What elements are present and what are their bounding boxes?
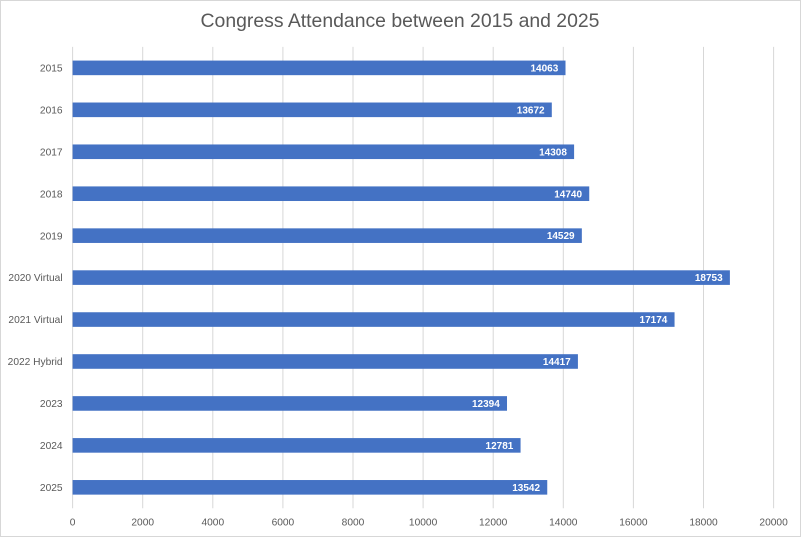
svg-text:14417: 14417 bbox=[543, 357, 571, 368]
svg-text:2020 Virtual: 2020 Virtual bbox=[8, 273, 62, 284]
svg-text:18000: 18000 bbox=[689, 518, 718, 529]
svg-text:20000: 20000 bbox=[759, 518, 788, 529]
svg-text:18753: 18753 bbox=[695, 273, 723, 284]
svg-text:2016: 2016 bbox=[40, 105, 63, 116]
svg-text:2019: 2019 bbox=[40, 231, 63, 242]
svg-text:2022 Hybrid: 2022 Hybrid bbox=[8, 357, 63, 368]
svg-text:Congress Attendance between 20: Congress Attendance between 2015 and 202… bbox=[201, 10, 600, 32]
svg-text:12781: 12781 bbox=[486, 441, 514, 452]
svg-text:4000: 4000 bbox=[201, 518, 224, 529]
svg-text:2000: 2000 bbox=[131, 518, 154, 529]
svg-text:14063: 14063 bbox=[530, 63, 558, 74]
svg-text:14740: 14740 bbox=[554, 189, 582, 200]
svg-text:14529: 14529 bbox=[547, 231, 575, 242]
svg-text:13672: 13672 bbox=[517, 105, 545, 116]
svg-text:16000: 16000 bbox=[619, 518, 648, 529]
svg-text:2015: 2015 bbox=[40, 63, 63, 74]
svg-text:14000: 14000 bbox=[549, 518, 578, 529]
svg-text:2018: 2018 bbox=[40, 189, 63, 200]
svg-text:2023: 2023 bbox=[40, 399, 63, 410]
svg-text:10000: 10000 bbox=[409, 518, 438, 529]
svg-text:2025: 2025 bbox=[40, 483, 63, 494]
svg-text:2017: 2017 bbox=[40, 147, 63, 158]
svg-text:14308: 14308 bbox=[539, 147, 567, 158]
svg-text:17174: 17174 bbox=[640, 315, 668, 326]
svg-text:8000: 8000 bbox=[342, 518, 365, 529]
svg-text:2024: 2024 bbox=[40, 441, 63, 452]
svg-text:0: 0 bbox=[70, 518, 76, 529]
svg-text:2021 Virtual: 2021 Virtual bbox=[8, 315, 62, 326]
svg-text:12000: 12000 bbox=[479, 518, 508, 529]
svg-text:6000: 6000 bbox=[272, 518, 295, 529]
svg-text:13542: 13542 bbox=[512, 483, 540, 494]
svg-text:12394: 12394 bbox=[472, 399, 500, 410]
